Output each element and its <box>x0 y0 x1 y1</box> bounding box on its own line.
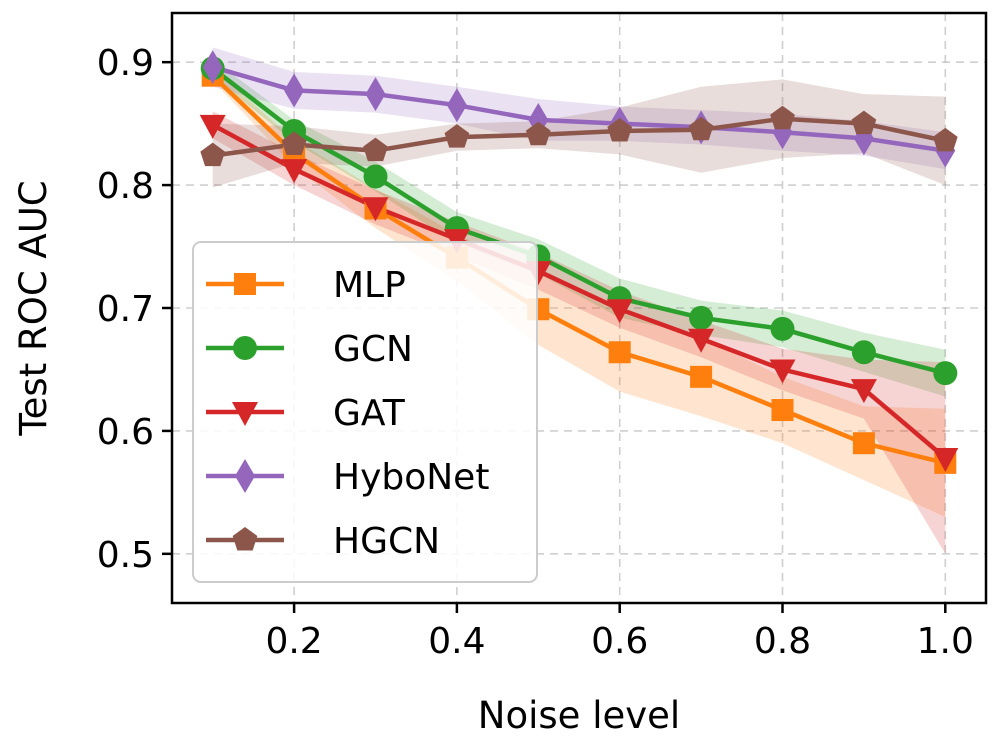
gat-point <box>688 328 715 353</box>
legend-item-hybonet: HyboNet <box>206 457 489 498</box>
legend-label-mlp: MLP <box>333 265 406 306</box>
mlp-point <box>852 432 875 455</box>
hgcn-point <box>363 137 388 162</box>
legend-marker-hgcn <box>232 527 258 551</box>
x-tick-label: 0.6 <box>591 621 648 662</box>
hgcn-point <box>851 110 877 135</box>
mlp-line <box>210 73 948 466</box>
legend-item-mlp: MLP <box>206 265 406 306</box>
legend: MLP GCN GAT HyboNet HGCN <box>192 241 538 583</box>
legend-item-gcn: GCN <box>206 329 413 370</box>
legend-label-hgcn: HGCN <box>333 521 440 562</box>
gcn-point <box>363 164 388 189</box>
hgcn-point <box>281 131 307 156</box>
y-tick-label: 0.9 <box>97 43 154 84</box>
y-axis-label: Test ROC AUC <box>12 180 55 436</box>
legend-marker-mlp <box>234 273 256 295</box>
gat-point <box>199 114 226 139</box>
legend-marker-gat <box>232 402 258 426</box>
mlp-point <box>771 399 794 422</box>
gcn-point <box>933 361 958 386</box>
gat-point <box>932 447 959 472</box>
legend-item-hgcn: HGCN <box>206 521 440 562</box>
x-tick-label: 1.0 <box>917 621 974 662</box>
axis-ticks: 0.2 0.4 0.6 0.8 1.0 0.5 0.6 0.7 0.8 0.9 <box>97 43 974 662</box>
y-tick-label: 0.7 <box>97 289 154 330</box>
legend-label-gcn: GCN <box>333 329 413 370</box>
gat-point <box>281 159 308 184</box>
y-tick-label: 0.6 <box>97 412 154 453</box>
gcn-point <box>770 316 795 341</box>
hybonet-point <box>772 115 793 150</box>
series-lines <box>210 64 948 466</box>
x-tick-label: 0.8 <box>754 621 811 662</box>
legend-marker-gcn <box>233 336 257 360</box>
x-tick-label: 0.2 <box>265 621 322 662</box>
hybonet-point <box>365 77 386 112</box>
gat-point <box>606 299 633 324</box>
mlp-point <box>690 365 713 388</box>
y-tick-label: 0.5 <box>97 535 154 576</box>
mlp-band <box>212 68 946 518</box>
hybonet-point <box>446 88 467 123</box>
gcn-point <box>689 305 714 330</box>
hybonet-point <box>202 50 223 85</box>
legend-item-gat: GAT <box>206 393 406 434</box>
gat-line <box>210 122 948 461</box>
hybonet-point <box>284 73 305 108</box>
hybonet-band <box>212 47 946 170</box>
hgcn-point <box>444 124 470 148</box>
gcn-point <box>851 340 876 365</box>
gat-point <box>850 379 877 404</box>
gcn-line <box>210 66 948 376</box>
legend-label-gat: GAT <box>333 393 406 434</box>
y-tick-label: 0.8 <box>97 166 154 207</box>
legend-box <box>192 241 538 583</box>
gat-point <box>362 197 389 222</box>
hgcn-point <box>932 127 958 152</box>
hgcn-point <box>525 121 551 146</box>
legend-label-hybonet: HyboNet <box>333 457 489 498</box>
hgcn-point <box>688 116 714 141</box>
x-axis-label: Noise level <box>478 694 680 737</box>
legend-marker-hybonet <box>235 459 255 493</box>
mlp-point <box>608 341 631 364</box>
hybonet-line <box>210 64 948 153</box>
hgcn-line <box>210 116 948 158</box>
hgcn-point <box>770 105 795 130</box>
gcn-band <box>212 59 946 397</box>
hgcn-point <box>200 142 226 167</box>
x-tick-label: 0.4 <box>428 621 485 662</box>
hgcn-point <box>607 118 633 142</box>
gat-point <box>769 359 796 384</box>
